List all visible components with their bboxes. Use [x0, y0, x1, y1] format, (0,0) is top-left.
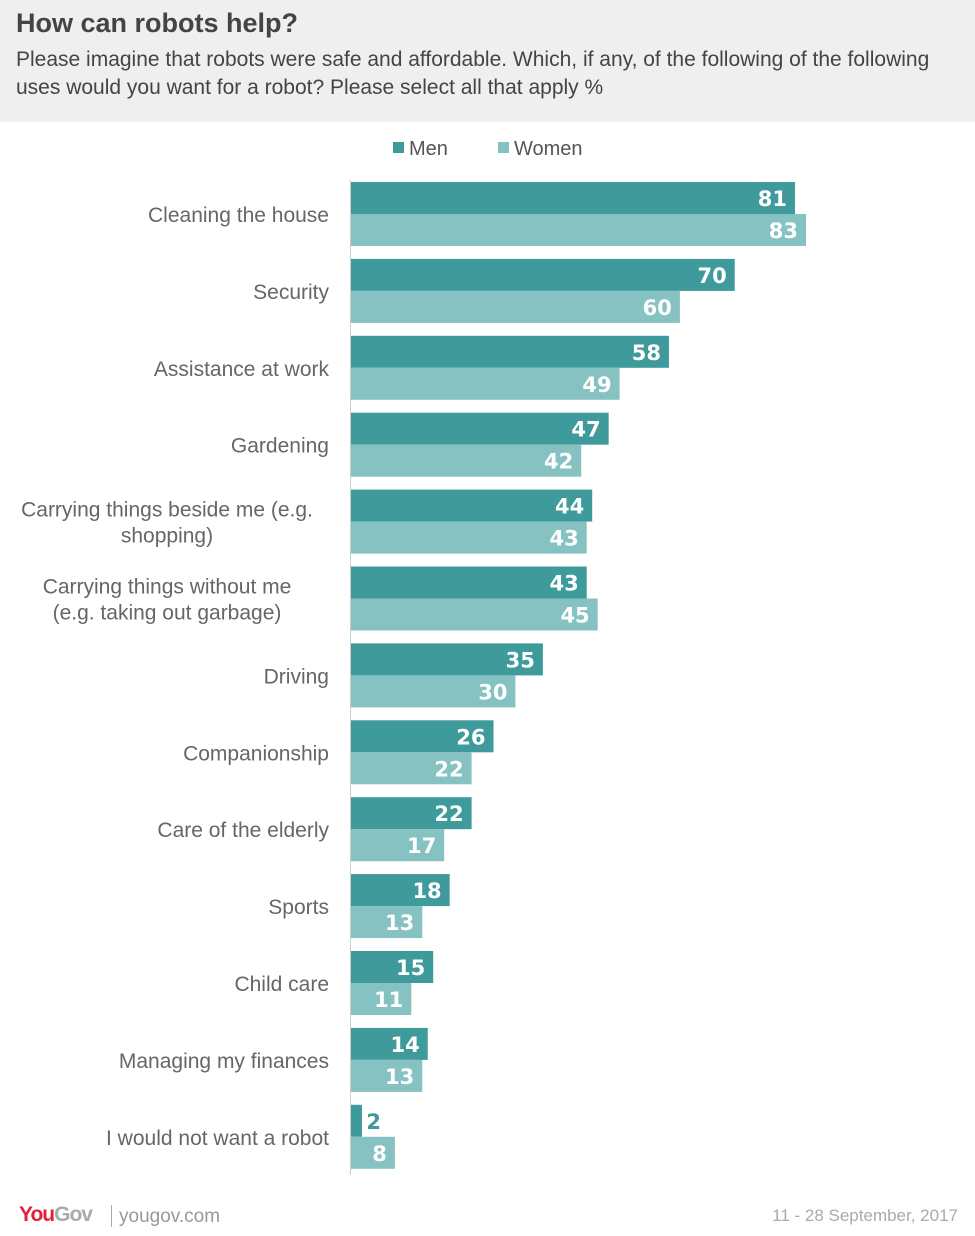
data-label-men: 22 — [434, 802, 463, 826]
data-label-men: 81 — [758, 187, 787, 211]
data-label-men: 2 — [366, 1110, 381, 1134]
data-label-women: 17 — [407, 834, 436, 858]
footer-date: 11 - 28 September, 2017 — [772, 1206, 958, 1225]
logo-gov-text: Gov — [54, 1203, 93, 1226]
category-label: Gardening — [231, 435, 329, 458]
category-label: Child care — [234, 973, 329, 996]
data-label-women: 60 — [643, 296, 672, 320]
data-label-men: 44 — [555, 495, 584, 519]
category-label: shopping) — [121, 525, 213, 548]
bar-men — [351, 951, 434, 983]
chart-title: How can robots help? — [16, 8, 299, 38]
bar-women — [351, 598, 598, 631]
data-label-men: 18 — [412, 879, 441, 903]
category-label: Companionship — [183, 742, 329, 765]
category-label: Carrying things without me — [43, 576, 292, 599]
bar-men — [351, 566, 587, 599]
data-label-men: 43 — [549, 572, 578, 596]
bar-men — [351, 643, 543, 676]
chart-header: How can robots help? Please imagine that… — [0, 0, 975, 122]
category-label: Assistance at work — [154, 358, 330, 381]
category-label: (e.g. taking out garbage) — [53, 602, 282, 625]
data-label-men: 70 — [698, 264, 727, 288]
data-label-men: 35 — [506, 648, 535, 672]
data-label-women: 43 — [549, 527, 578, 551]
data-label-women: 30 — [478, 680, 507, 704]
legend-swatch-men — [393, 142, 404, 153]
bar-women — [351, 675, 516, 708]
bar-men — [351, 412, 609, 445]
bar-men — [351, 874, 450, 907]
data-label-women: 13 — [385, 911, 414, 935]
data-label-men: 47 — [571, 418, 600, 442]
bar-women — [351, 444, 582, 477]
bar-men — [351, 489, 593, 522]
data-label-women: 49 — [582, 373, 611, 397]
legend-item-women: Women — [498, 138, 583, 161]
data-label-women: 42 — [544, 450, 573, 474]
bar-women — [351, 214, 806, 246]
bar-women — [351, 752, 472, 785]
data-label-women: 22 — [434, 757, 463, 781]
data-label-women: 13 — [385, 1065, 414, 1089]
legend-swatch-women — [498, 142, 509, 153]
legend-label-women: Women — [514, 138, 583, 160]
bar-men — [351, 258, 735, 291]
category-label: Cleaning the house — [148, 204, 329, 227]
bar-women — [351, 1136, 395, 1169]
logo-you-text: You — [19, 1203, 55, 1226]
category-label: Managing my finances — [119, 1050, 329, 1073]
data-label-women: 11 — [374, 988, 403, 1012]
bar-men — [351, 797, 472, 830]
yougov-logo: YouGov — [19, 1203, 93, 1227]
bar-women — [351, 290, 680, 323]
data-label-women: 83 — [769, 219, 798, 243]
category-label: Security — [253, 281, 329, 304]
data-label-women: 45 — [560, 604, 589, 628]
chart-legend: Men Women — [0, 138, 975, 164]
category-label: Sports — [268, 896, 329, 919]
category-label: Carrying things beside me (e.g. — [21, 499, 313, 522]
bar-men — [351, 720, 494, 753]
bar-men — [351, 182, 796, 214]
data-label-women: 8 — [372, 1142, 387, 1166]
category-label: Driving — [264, 665, 329, 688]
bar-women — [351, 521, 587, 554]
data-label-men: 15 — [396, 956, 425, 980]
bar-men — [351, 1104, 362, 1137]
bar-women — [351, 906, 423, 939]
category-label: Care of the elderly — [157, 819, 329, 842]
bar-women — [351, 1059, 423, 1092]
bar-women — [351, 829, 445, 862]
chart-subtitle: Please imagine that robots were safe and… — [16, 48, 930, 99]
legend-label-men: Men — [409, 138, 448, 160]
footer-divider — [111, 1205, 112, 1227]
bar-women — [351, 367, 620, 400]
legend-item-men: Men — [393, 138, 448, 161]
category-label: I would not want a robot — [106, 1127, 329, 1150]
data-label-men: 14 — [391, 1033, 420, 1057]
data-label-men: 26 — [456, 725, 485, 749]
bar-men — [351, 1027, 428, 1060]
bar-men — [351, 335, 669, 368]
footer-site: yougov.com — [119, 1206, 221, 1227]
data-label-men: 58 — [632, 341, 661, 365]
bar-women — [351, 983, 412, 1015]
